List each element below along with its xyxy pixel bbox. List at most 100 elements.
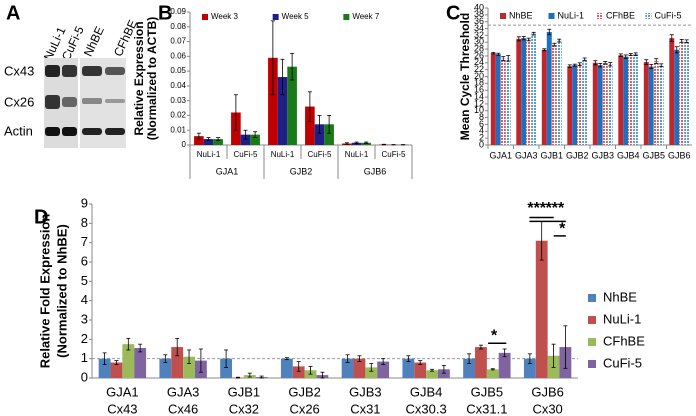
band [105,67,125,75]
legend-swatch [588,338,596,346]
error-bar [618,53,623,58]
x-tick-label: GJA3 [167,384,200,399]
y-axis-label: Relative Expression [132,21,146,135]
bar [122,344,135,378]
significance-mark: * [559,220,566,237]
x-tick-label: NuLi-1 [271,150,295,159]
error-bar [138,343,143,353]
y-tick-label: 2 [479,133,484,143]
y-axis-label: Relative Fold Expression [37,214,52,369]
band [82,66,102,76]
bar [240,134,251,145]
bar [577,64,583,145]
error-bar [317,115,322,134]
error-bar [430,368,435,372]
error-bar [406,355,411,362]
legend-swatch [272,14,279,20]
bar [523,358,536,378]
y-tick-label: 22 [474,64,484,74]
band [82,128,102,135]
bar [633,54,639,145]
error-bar [674,46,679,54]
x-tick-label: GJB1 [540,150,563,160]
panel-letter: B [158,2,172,24]
bar [556,40,562,145]
bar [426,370,438,378]
bar [582,59,588,145]
x-tick-label: GJA3 [515,150,538,160]
error-bar [102,352,107,365]
bar [159,358,172,378]
error-bar [247,372,252,378]
band [82,98,102,104]
y-tick-label: 0.06 [170,51,186,60]
x-tick-label: CuFi-5 [381,150,406,159]
band [62,127,77,136]
band [45,65,60,77]
bar [341,358,354,378]
y-tick-label: 8 [479,112,484,122]
error-bar [308,365,313,375]
error-bar [296,361,301,372]
error-bar [603,61,608,65]
error-bar [491,52,496,55]
y-tick-label: 9 [81,195,88,210]
panel-letter: D [34,206,48,228]
bar [110,362,123,378]
bar [377,361,390,378]
legend-swatch [597,13,603,19]
x-tick-label: CuFi-5 [307,150,332,159]
error-bar [679,39,684,43]
band [105,128,125,135]
panel-letter: C [446,2,460,24]
error-bar [187,349,192,364]
y-tick-label: 0.09 [170,7,186,16]
x-tick-label: GJA1 [106,384,139,399]
x-tick-sublabel: Cx30 [532,401,562,416]
y-tick-label: 4 [81,292,88,307]
bar [674,49,680,145]
error-bar [381,358,386,365]
x-tick-label: GJB3 [591,150,614,160]
error-bar [270,20,275,96]
bar [463,358,476,378]
y-tick-label: 40 [474,2,484,12]
y-tick-label: 10 [474,105,484,115]
bar [194,136,204,145]
error-bar [418,360,423,365]
bar [314,124,325,145]
band [105,99,125,103]
error-bar [381,143,386,146]
error-bar [345,354,350,363]
error-bar [441,365,446,374]
bar [669,38,675,145]
bar [498,352,511,378]
row-label: Actin [4,123,33,138]
error-bar [216,137,221,141]
error-bar [163,354,168,363]
error-bar [598,63,603,68]
error-bar [552,42,557,47]
y-tick-label: 0 [479,139,484,149]
x-group-label: GJB6 [364,166,387,176]
row-label: Cx26 [4,94,34,109]
x-tick-sublabel: Cx31.1 [466,401,507,416]
y-axis-label: Mean Cycle Threshold [458,13,472,140]
bar [521,38,527,145]
bar [648,66,654,145]
bar [287,66,297,145]
bar [250,134,260,145]
x-tick-label: GJB4 [617,150,640,160]
y-tick-label: 6 [479,119,484,129]
x-tick-label: GJB6 [668,150,691,160]
bar [280,358,293,378]
bar [602,62,608,145]
error-bar [593,60,598,66]
bar [623,56,629,146]
error-bar [490,368,495,371]
y-tick-label: 6 [81,253,88,268]
y-tick-label: 14 [474,91,484,101]
error-bar [369,363,374,372]
error-bar [608,62,613,67]
x-tick-sublabel: Cx26 [289,401,319,416]
